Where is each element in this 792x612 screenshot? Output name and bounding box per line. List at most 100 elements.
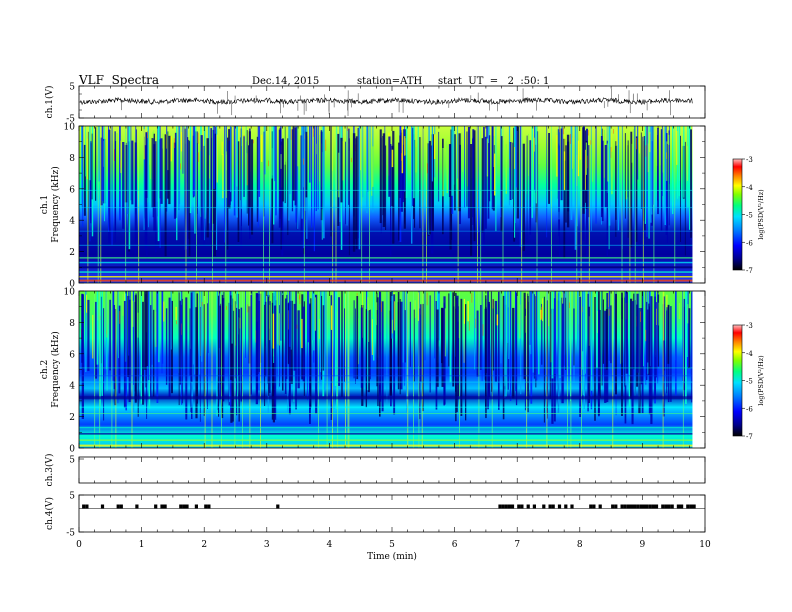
spectrogram-2-streak [389,310,392,396]
ch4-pulse [179,504,183,509]
spectrogram-2-streak [132,300,134,327]
spectrogram-2-streak [490,291,493,392]
spectrogram-2-streak [538,291,540,375]
ch4-pulse [510,504,515,509]
spectrogram-1-streak [650,126,652,223]
spectrogram-1-streak [585,142,587,175]
spectrogram-2-streak [657,291,659,384]
ch4-pulse [670,504,674,509]
spectrogram-1-streak [301,126,303,219]
spectrogram-1-streak [464,126,465,208]
spectrogram-1-streak [83,144,86,216]
spectrogram-1-ylabel-frequency: Frequency (kHz) [50,166,61,243]
spectrogram-1-streak [577,140,580,177]
spectrogram-1-sferic [138,126,140,283]
spectrogram-1-streak [178,126,181,205]
spectrogram-1-streak [665,152,667,159]
colorbar-2-label: log(PSD(V²/Hz) [757,355,765,406]
spectrogram-1-streak [313,126,314,137]
spectrogram-1-streak [564,134,566,161]
spectrogram-1-sferic [269,126,270,283]
spectrogram-2-streak [474,318,476,329]
spectrogram-1-streak [466,131,468,207]
spectrogram-2-streak [232,298,234,422]
spectrogram-2-streak [157,291,160,363]
spectrogram-1-streak [534,126,536,193]
spectrogram-1-streak [248,145,250,226]
spectrogram-1-streak [89,126,91,181]
spectrogram-1-streak [467,127,468,145]
spectrogram-2-streak [610,305,612,364]
spectrogram-2-streak [670,306,672,402]
spectrogram-1-sferic [185,126,187,283]
spectrogram-2-streak [530,291,533,404]
spectrogram-1-streak [438,131,440,202]
spectrogram-2-streak [250,295,252,395]
spectrogram-2-streak [559,291,561,378]
ch4-pulse [651,504,655,509]
spectrogram-1-streak [95,127,97,201]
y-tick-label: -5 [66,115,75,125]
spectrogram-1-sferic [653,126,655,283]
spectrogram-1-band [79,279,693,282]
spectrogram-1-streak [512,142,514,200]
spectrogram-1-streak [291,129,294,212]
spectrogram-2-streak [96,291,99,365]
spectrogram-2-streak [386,291,388,404]
spectrogram-1-band [79,244,693,246]
spectrogram-2-sferic [459,291,460,448]
spectrogram-1-streak [559,126,560,133]
spectrogram-2-streak [355,308,356,384]
spectrogram-2-streak [238,309,240,422]
spectrogram-2-streak [402,291,404,363]
spectrogram-2-streak [598,309,600,417]
spectrogram-2-streak [176,320,177,325]
spectrogram-1-streak [491,126,494,210]
spectrogram-2-streak [500,291,502,364]
spectrogram-2-streak [650,296,653,425]
spectrogram-2-streak [634,291,636,396]
spectrogram-1-streak [213,133,216,257]
spectrogram-1-streak [302,126,305,249]
spectrogram-1-streak [82,126,84,227]
spectrogram-1-streak [319,134,320,182]
spectrogram-2-streak [307,291,310,343]
spectrogram-2-streak [460,298,463,416]
spectrogram-2-streak [515,292,518,406]
spectrogram-1-streak [317,126,319,210]
spectrogram-1-streak [271,131,274,244]
spectrogram-2-streak [353,300,355,379]
ch4-pulse [501,504,505,509]
ch4-pulse [620,504,624,509]
spectrogram-2-streak [547,299,550,327]
spectrogram-2-streak [604,310,607,403]
spectrogram-2-streak [391,291,393,339]
spectrogram-2-streak [621,297,623,378]
spectrogram-2-streak [638,291,640,407]
spectrogram-2-streak [594,297,596,421]
spectrogram-1-streak [274,126,276,182]
spectrogram-1-streak [192,126,194,195]
spectrogram-2-streak [655,308,657,325]
spectrogram-2-sferic [567,291,568,448]
spectrogram-1-streak [446,144,448,194]
spectrogram-1-streak [114,131,116,243]
spectrogram-2-streak [675,291,677,396]
spectrogram-1-streak [180,163,181,170]
spectrogram-1-streak [321,126,323,240]
spectrogram-1-band [79,271,693,273]
spectrogram-2-streak [230,295,233,380]
spectrogram-2-streak [142,301,144,405]
x-tick-label: 5 [389,540,395,550]
spectrogram-2-streak [438,291,440,341]
ch4-pulse [507,504,511,509]
spectrogram-2-streak [633,293,635,370]
spectrogram-1-streak [446,140,447,170]
y-tick-label: 6 [69,350,75,360]
spectrogram-1-streak [330,126,332,237]
spectrogram-2-streak [444,308,446,357]
ch4-pulse [207,504,211,509]
spectrogram-1-streak [451,126,453,196]
spectrogram-1-streak [184,128,187,257]
